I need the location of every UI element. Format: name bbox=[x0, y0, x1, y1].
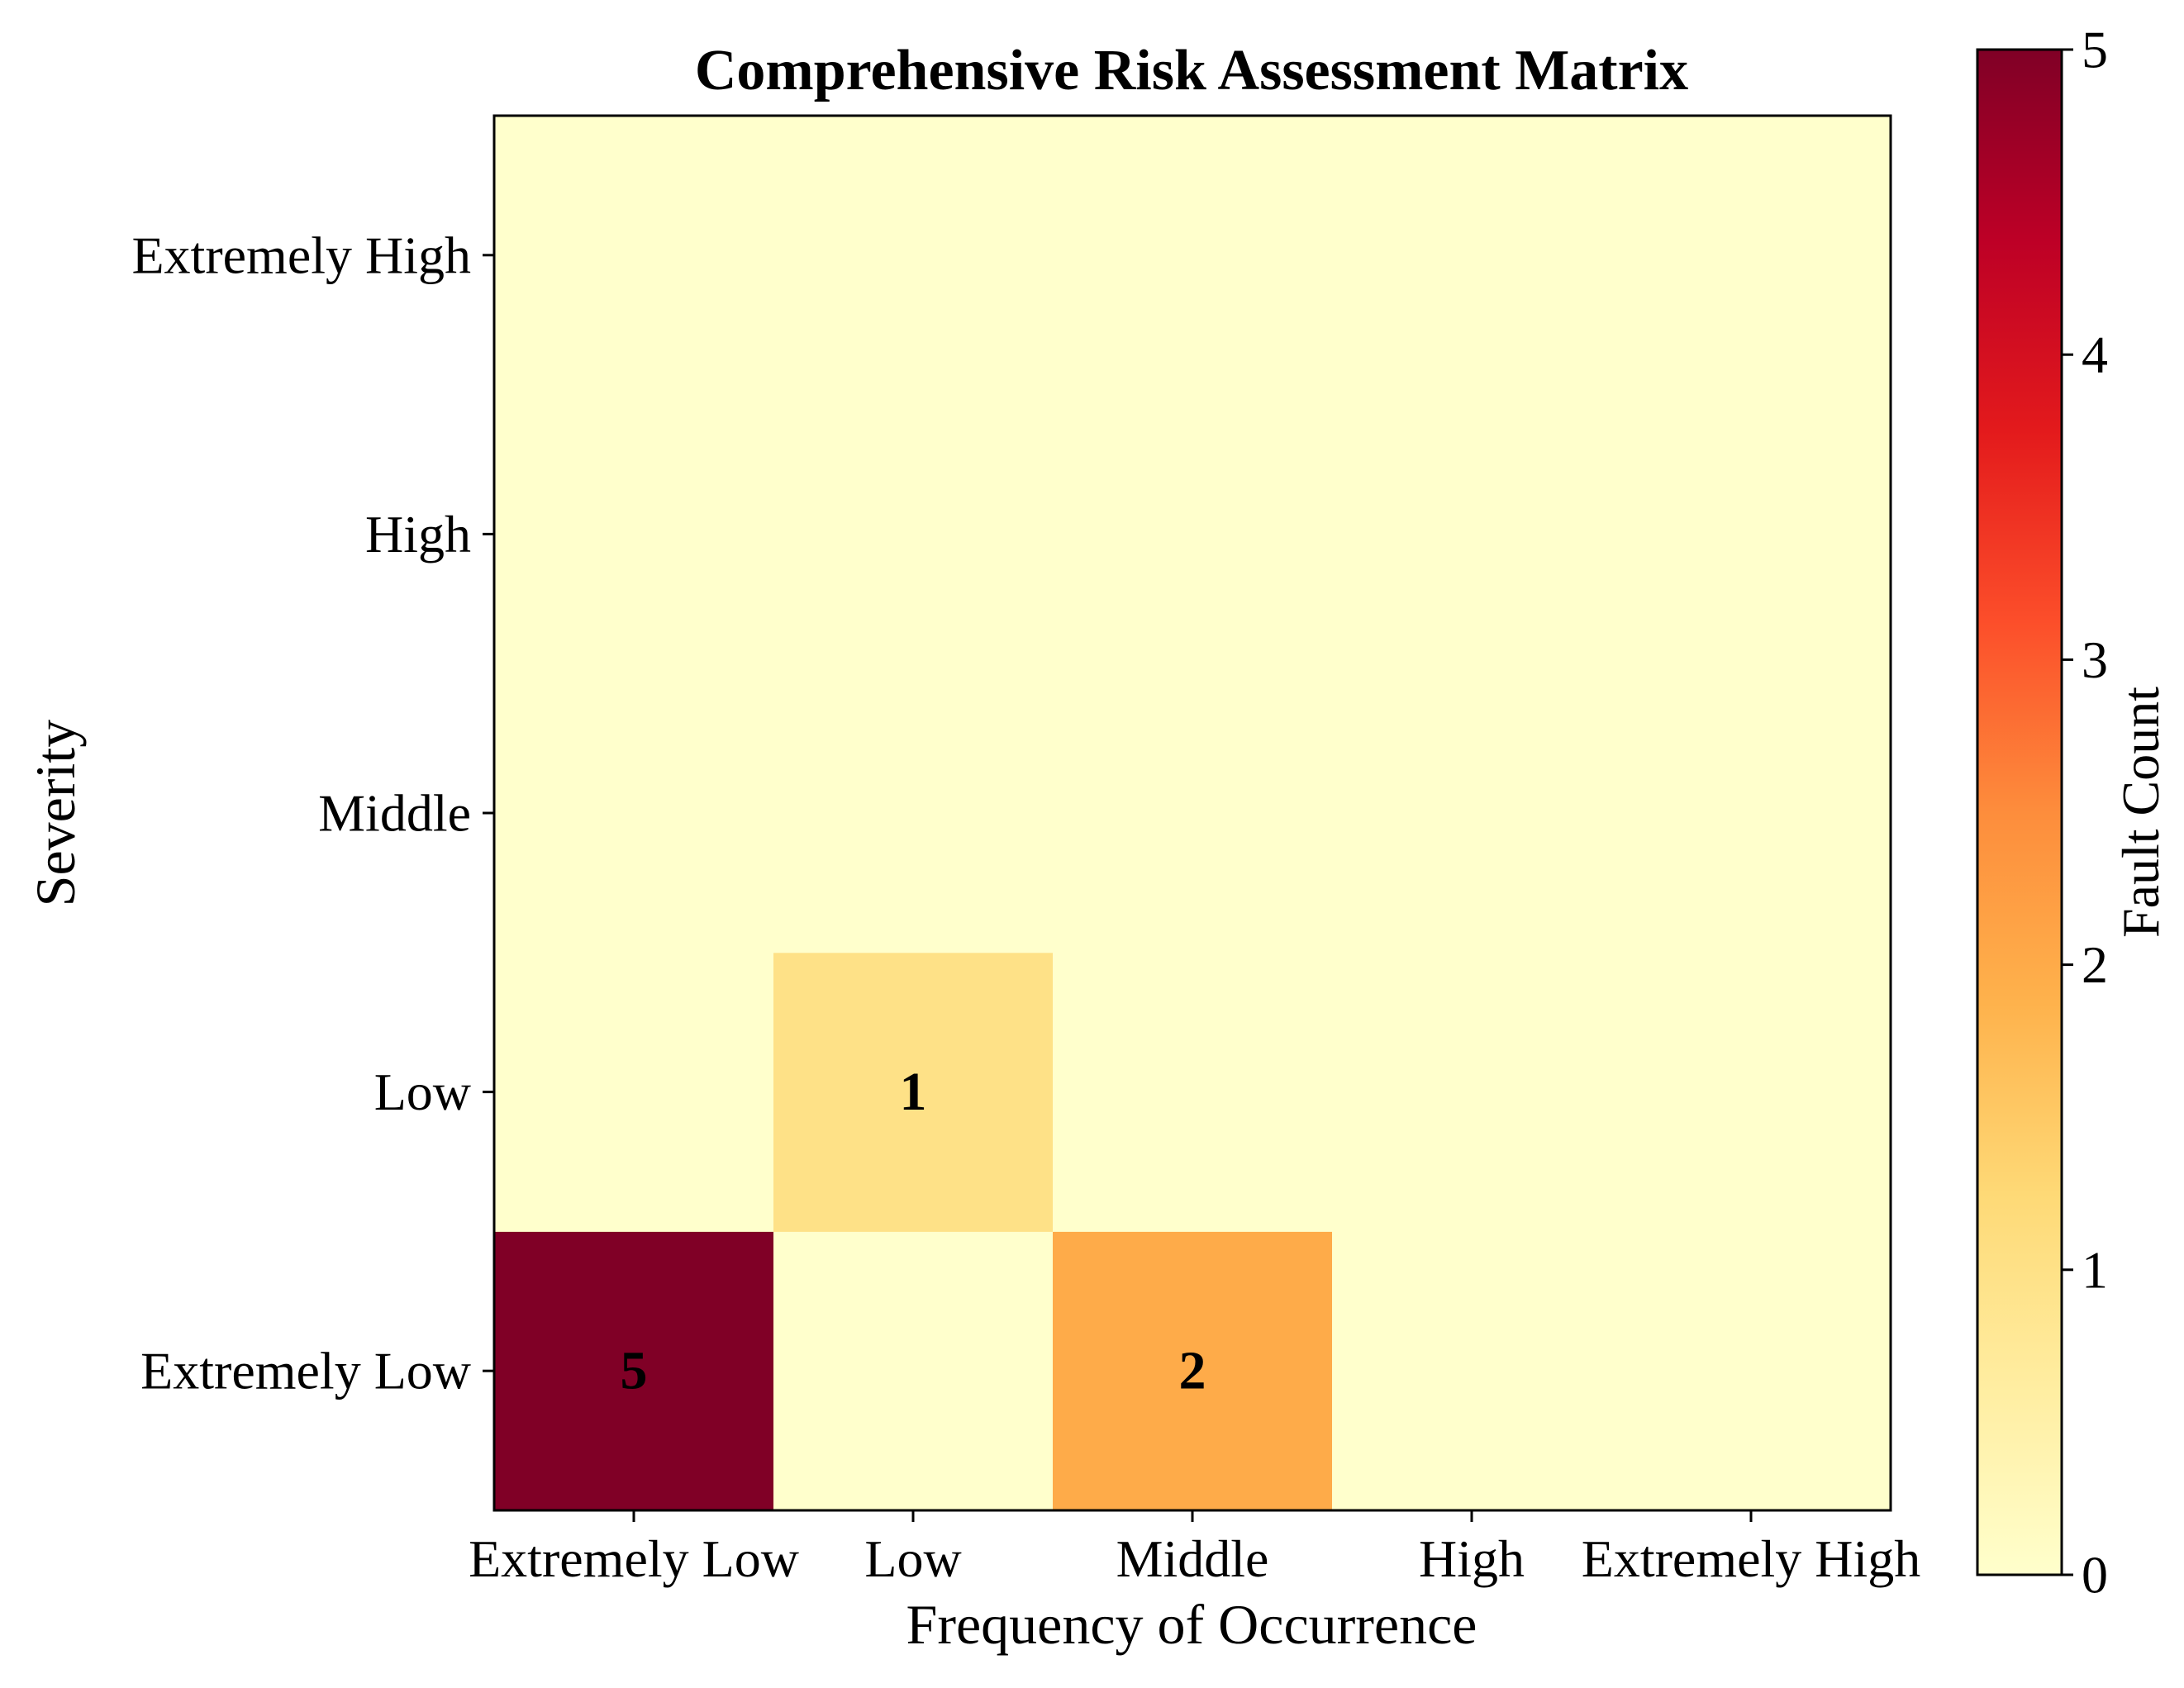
heatmap-cell bbox=[773, 952, 1054, 1232]
cell-value-label: 2 bbox=[1179, 1341, 1206, 1401]
colorbar bbox=[1976, 48, 2063, 1576]
heatmap-cell bbox=[1053, 394, 1333, 674]
x-tick-label: Middle bbox=[1116, 1529, 1269, 1588]
heatmap-cell bbox=[773, 1231, 1054, 1511]
heatmap-cell bbox=[1611, 673, 1891, 953]
heatmap-cell bbox=[773, 116, 1054, 396]
heatmap-cell bbox=[1332, 1231, 1612, 1511]
x-tick-label: Extremely High bbox=[1582, 1529, 1921, 1588]
x-tick-label: Low bbox=[864, 1529, 961, 1588]
y-tick-label: High bbox=[365, 505, 471, 563]
x-axis-ticks: Extremely Low Low Middle High Extremely High bbox=[469, 1510, 1920, 1588]
y-axis-label: Severity bbox=[24, 720, 87, 907]
x-tick-label: High bbox=[1419, 1529, 1525, 1588]
heatmap-cell bbox=[1332, 952, 1612, 1232]
heatmap-cell bbox=[494, 394, 774, 674]
heatmap-cell bbox=[1611, 952, 1891, 1232]
heatmap-cell bbox=[494, 952, 774, 1232]
heatmap-cell bbox=[1611, 1231, 1891, 1511]
heatmap-cell bbox=[1332, 673, 1612, 953]
cell-value-label: 1 bbox=[900, 1062, 927, 1122]
y-axis-ticks: Extremely Low Low Middle High Extremely High bbox=[131, 226, 494, 1400]
heatmap-cells: 5 2 1 bbox=[494, 116, 1891, 1511]
heatmap-cell bbox=[494, 673, 774, 953]
heatmap-cell bbox=[1332, 394, 1612, 674]
colorbar-ticks: 0 1 2 3 4 5 bbox=[2062, 21, 2108, 1605]
heatmap-cell bbox=[773, 394, 1054, 674]
x-axis-label: Frequency of Occurrence bbox=[906, 1593, 1477, 1656]
heatmap-cell bbox=[1332, 116, 1612, 396]
heatmap-cell bbox=[1053, 673, 1333, 953]
y-tick-label: Extremely High bbox=[131, 226, 471, 284]
colorbar-tick-label: 3 bbox=[2082, 630, 2108, 689]
y-tick-label: Middle bbox=[318, 784, 471, 843]
colorbar-tick-label: 2 bbox=[2082, 935, 2108, 994]
heatmap-cell bbox=[1611, 116, 1891, 396]
cell-value-label: 5 bbox=[621, 1341, 648, 1401]
chart-title: Comprehensive Risk Assessment Matrix bbox=[695, 39, 1688, 102]
colorbar-tick-label: 0 bbox=[2082, 1546, 2108, 1605]
x-tick-label: Extremely Low bbox=[469, 1529, 799, 1588]
heatmap-cell bbox=[1053, 1231, 1333, 1511]
heatmap-cell bbox=[1053, 116, 1333, 396]
heatmap-cell bbox=[773, 673, 1054, 953]
heatmap-cell bbox=[494, 116, 774, 396]
colorbar-tick-label: 5 bbox=[2082, 21, 2108, 79]
y-tick-label: Low bbox=[374, 1063, 471, 1121]
colorbar-label: Fault Count bbox=[2111, 687, 2170, 938]
y-tick-label: Extremely Low bbox=[140, 1342, 471, 1400]
heatmap-cell bbox=[494, 1231, 774, 1511]
heatmap-cell bbox=[1611, 394, 1891, 674]
colorbar-tick-label: 4 bbox=[2082, 326, 2108, 384]
heatmap-cell bbox=[1053, 952, 1333, 1232]
colorbar-tick-label: 1 bbox=[2082, 1240, 2108, 1299]
